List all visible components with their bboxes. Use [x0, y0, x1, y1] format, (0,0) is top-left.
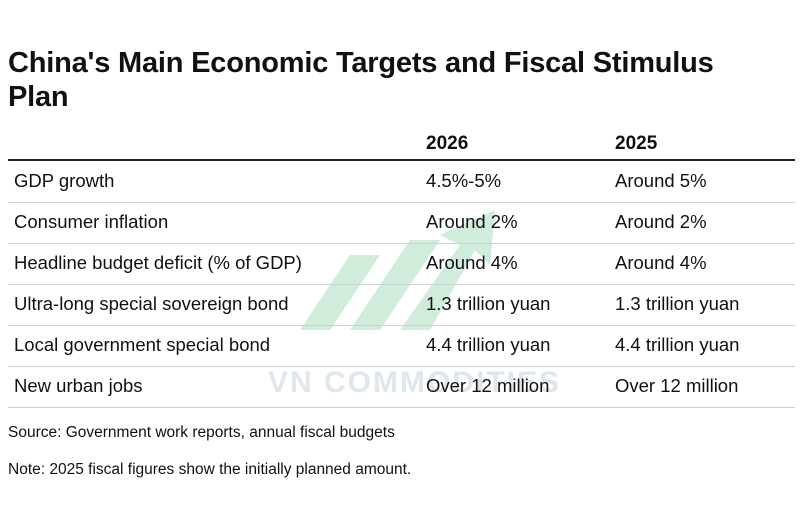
cell-value: 1.3 trillion yuan — [615, 293, 740, 314]
cell-value: 4.4 trillion yuan — [426, 334, 551, 355]
cell-value: Around 4% — [615, 252, 707, 273]
source: Source: Government work reports, annual … — [8, 424, 395, 441]
watermark: VN COMMODITIES — [268, 366, 562, 399]
cell-value: Over 12 million — [615, 375, 739, 396]
row-label: New urban jobs — [14, 375, 143, 396]
row-label: Ultra-long special sovereign bond — [14, 293, 289, 314]
column-header: 2026 — [426, 133, 469, 154]
row-label: Local government special bond — [14, 334, 271, 355]
row-label: Headline budget deficit (% of GDP) — [14, 252, 302, 273]
row-rule — [8, 202, 795, 203]
cell-value: Around 4% — [426, 252, 518, 273]
row-rule — [8, 284, 795, 285]
row-label: Consumer inflation — [14, 211, 169, 232]
cell-value: 1.3 trillion yuan — [426, 293, 551, 314]
note: Note: 2025 fiscal figures show the initi… — [8, 461, 412, 478]
cell-value: Around 2% — [615, 211, 707, 232]
row-rule — [8, 366, 795, 367]
row-rule — [8, 243, 795, 244]
row-rule — [8, 325, 795, 326]
cell-value: 4.5%-5% — [426, 170, 502, 191]
column-header: 2025 — [615, 133, 658, 154]
row-label: GDP growth — [14, 170, 115, 191]
header-rule — [8, 159, 795, 161]
title: China's Main Economic Targets and Fiscal… — [8, 47, 714, 113]
cell-value: Around 2% — [426, 211, 518, 232]
watermark-logo — [300, 210, 495, 330]
cell-value: Over 12 million — [426, 375, 550, 396]
cell-value: 4.4 trillion yuan — [615, 334, 740, 355]
row-rule — [8, 407, 795, 408]
cell-value: Around 5% — [615, 170, 707, 191]
